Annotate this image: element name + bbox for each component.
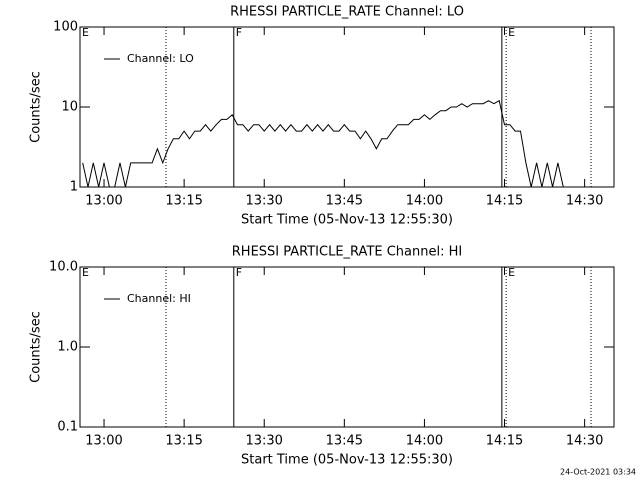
x-axis-label: Start Time (05-Nov-13 12:55:30) [241,453,453,468]
x-tick-label: 14:00 [406,434,443,449]
x-tick-label: 13:30 [245,434,282,449]
marker-label: F [236,266,242,279]
data-line [82,99,564,188]
x-tick-label: 13:00 [85,434,122,449]
x-tick-label: 13:15 [165,434,202,449]
x-tick-label: 13:15 [165,194,202,209]
x-tick-label: 14:15 [486,434,523,449]
x-tick-label: 13:00 [85,194,122,209]
footer: 24-Oct-2021 03:34 [560,468,636,477]
x-tick-label: 13:45 [326,434,363,449]
y-tick-label: 1.0 [57,340,78,355]
y-tick-label: 10.0 [49,260,78,275]
marker-label: E [82,266,89,279]
x-tick-label: 14:30 [566,194,603,209]
marker-label: F [236,26,242,39]
marker-label: E [82,26,89,39]
legend-label: Channel: LO [127,52,194,65]
x-axis-label: Start Time (05-Nov-13 12:55:30) [241,213,453,228]
x-tick-label: 14:00 [406,194,443,209]
x-tick-label: 14:15 [486,194,523,209]
marker-label: E [508,266,515,279]
chart-title: RHESSI PARTICLE_RATE Channel: HI [232,245,462,260]
x-tick-label: 13:45 [326,194,363,209]
y-axis-label: Counts/sec [29,311,44,383]
y-tick-label: 0.1 [57,420,78,435]
y-tick-label: 10 [61,100,78,115]
marker-label: E [508,26,515,39]
x-tick-label: 13:30 [245,194,282,209]
y-tick-label: 1 [70,180,78,195]
legend-label: Channel: HI [127,292,191,305]
y-axis-label: Counts/sec [29,71,44,143]
chart-title: RHESSI PARTICLE_RATE Channel: LO [230,5,464,20]
x-tick-label: 14:30 [566,434,603,449]
y-tick-label: 100 [53,20,78,35]
